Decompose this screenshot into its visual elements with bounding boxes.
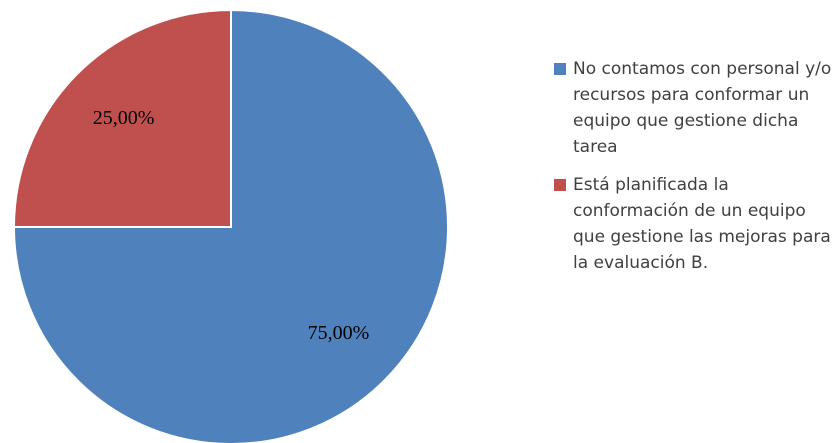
- legend: No contamos con personal y/o recursos pa…: [554, 56, 838, 288]
- legend-label: Está planificada la conformación de un e…: [573, 175, 831, 273]
- legend-swatch: [554, 179, 566, 191]
- legend-item: No contamos con personal y/o recursos pa…: [554, 56, 838, 160]
- legend-swatch: [554, 63, 566, 75]
- pie-area: 75,00% 25,00%: [12, 8, 449, 443]
- pie-slice: [12, 8, 232, 228]
- data-label: 25,00%: [93, 107, 155, 129]
- legend-label: No contamos con personal y/o recursos pa…: [573, 59, 832, 157]
- data-label: 75,00%: [308, 322, 370, 344]
- legend-item: Está planificada la conformación de un e…: [554, 172, 838, 276]
